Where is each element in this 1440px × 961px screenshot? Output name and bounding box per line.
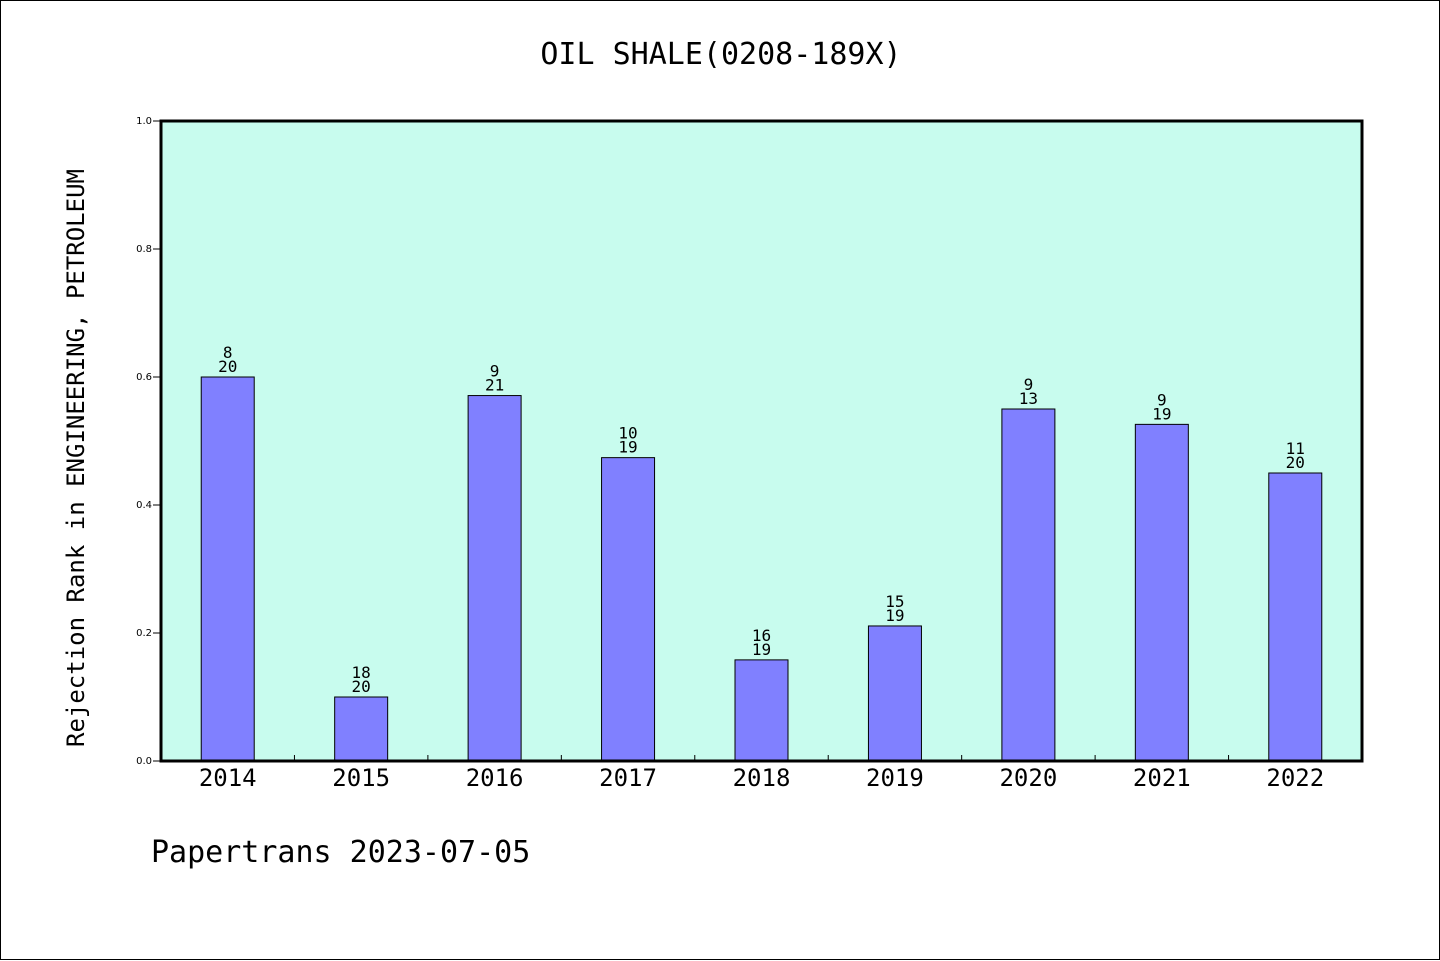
x-tick-label: 2017 (599, 764, 657, 792)
bar-label-bottom: 20 (218, 357, 237, 376)
bar (334, 696, 389, 762)
x-tick-label: 2019 (866, 764, 924, 792)
bar-label-bottom: 20 (1286, 453, 1305, 472)
x-tick-label: 2021 (1133, 764, 1191, 792)
x-tick-label: 2016 (466, 764, 524, 792)
bar (200, 376, 255, 762)
bar-label-bottom: 13 (1019, 389, 1038, 408)
x-tick-label: 2022 (1266, 764, 1324, 792)
bar-label-top: 9 (490, 362, 500, 381)
y-tick-label: 0.2 (136, 628, 152, 639)
y-tick-label: 0.8 (136, 244, 152, 255)
bar-label-top: 18 (352, 663, 371, 682)
bar (1134, 423, 1189, 762)
bar-label-bottom: 19 (752, 640, 771, 659)
bar-label-top: 16 (752, 626, 771, 645)
chart-title: OIL SHALE(0208-189X) (540, 37, 902, 72)
bar (734, 659, 789, 762)
x-tick-label: 2014 (199, 764, 257, 792)
plot-border (159, 119, 1364, 763)
bar-label-bottom: 19 (1152, 404, 1171, 423)
bar (867, 625, 922, 762)
y-tick-label: 1.0 (136, 116, 152, 127)
bar-label-top: 15 (885, 592, 904, 611)
bar-label-bottom: 19 (618, 438, 637, 457)
x-tick-label: 2015 (332, 764, 390, 792)
bar (1268, 472, 1323, 762)
bar-label-bottom: 20 (352, 677, 371, 696)
bar-label-top: 8 (223, 343, 233, 362)
y-tick-label: 0.0 (136, 756, 152, 767)
bar-label-bottom: 19 (885, 606, 904, 625)
bar-label-top: 11 (1286, 439, 1305, 458)
bar-label-top: 9 (1157, 390, 1167, 409)
bar-label-bottom: 21 (485, 376, 504, 395)
bar (467, 395, 522, 762)
bar (1001, 408, 1056, 762)
footer-text: Papertrans 2023-07-05 (151, 835, 531, 870)
bar (601, 457, 656, 762)
y-tick-label: 0.4 (136, 500, 152, 511)
y-tick-label: 0.6 (136, 372, 152, 383)
x-tick-label: 2020 (999, 764, 1057, 792)
x-tick-label: 2018 (733, 764, 791, 792)
bar-label-top: 10 (618, 424, 637, 443)
bar-label-top: 9 (1024, 375, 1034, 394)
